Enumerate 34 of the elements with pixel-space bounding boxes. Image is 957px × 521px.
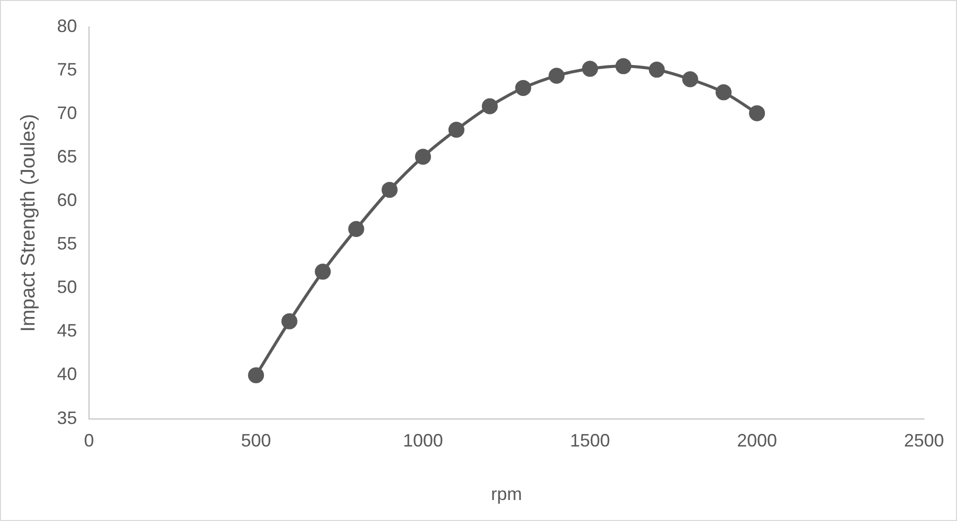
- y-tick-label: 60: [56, 190, 78, 210]
- x-tick-label: 1500: [570, 430, 610, 451]
- x-tick-label: 500: [240, 430, 272, 451]
- point: [248, 367, 264, 384]
- point: [648, 62, 665, 78]
- point: [382, 182, 398, 198]
- point: [716, 84, 732, 100]
- x-tick-label: 0: [84, 430, 94, 451]
- point: [448, 122, 464, 138]
- x-tick-label: 1000: [402, 430, 444, 451]
- y-tick-label: 35: [56, 408, 78, 428]
- x-axis-title: rpm: [491, 484, 522, 504]
- y-tick-label: 75: [56, 60, 78, 80]
- x-tick-label: 2000: [736, 430, 778, 451]
- point: [682, 71, 698, 88]
- y-tick-label: 45: [56, 320, 78, 341]
- point: [515, 80, 532, 96]
- y-tick-label: 70: [56, 103, 78, 124]
- point: [748, 105, 765, 122]
- point: [415, 148, 432, 165]
- y-tick-label: 80: [56, 16, 78, 36]
- y-axis-title: Impact Strength (Joules): [18, 114, 40, 332]
- x-tick-label: 2500: [904, 430, 944, 451]
- y-tick-label: 40: [56, 364, 78, 384]
- point: [348, 220, 364, 237]
- y-tick-label: 50: [56, 277, 78, 298]
- point: [314, 264, 331, 280]
- y-tick-label: 65: [56, 146, 78, 167]
- point: [281, 313, 298, 330]
- point: [582, 60, 598, 77]
- point: [548, 68, 565, 84]
- y-tick-label: 55: [56, 234, 78, 254]
- point: [482, 98, 498, 114]
- point: [615, 58, 632, 74]
